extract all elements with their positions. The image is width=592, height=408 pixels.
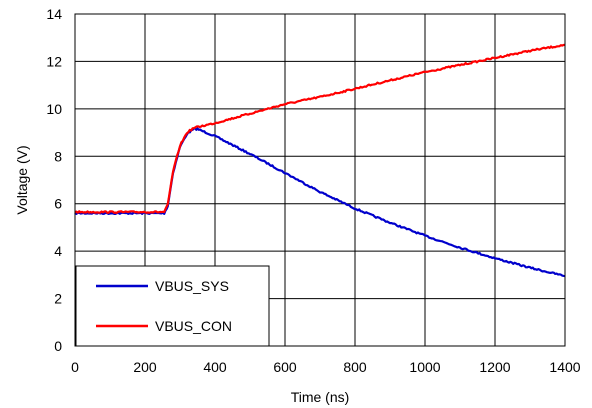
x-tick-label: 1200 <box>479 359 510 375</box>
y-axis-ticks: 0 2 4 6 8 10 12 14 <box>46 6 62 354</box>
x-tick-label: 800 <box>343 359 367 375</box>
y-tick-label: 12 <box>46 53 62 69</box>
plot-area-frame <box>74 13 566 347</box>
x-axis-title: Time (ns) <box>291 389 350 405</box>
series-line-vbus-sys <box>74 127 566 278</box>
legend-label-vbus-con: VBUS_CON <box>155 318 232 334</box>
grid <box>74 13 566 347</box>
x-tick-label: 200 <box>133 359 157 375</box>
series-line-vbus-con <box>74 43 566 214</box>
legend-label-vbus-sys: VBUS_SYS <box>155 278 229 294</box>
x-tick-label: 1400 <box>549 359 580 375</box>
series-lines <box>74 43 566 278</box>
y-tick-label: 6 <box>54 196 62 212</box>
y-tick-label: 0 <box>54 338 62 354</box>
y-tick-label: 10 <box>46 101 62 117</box>
y-tick-label: 14 <box>46 6 62 22</box>
y-axis-title: Voltage (V) <box>14 145 30 214</box>
x-axis-ticks: 0 200 400 600 800 1000 1200 1400 <box>71 359 581 375</box>
legend-box <box>75 265 270 347</box>
x-tick-label: 600 <box>273 359 297 375</box>
x-tick-label: 1000 <box>409 359 440 375</box>
x-tick-label: 0 <box>71 359 79 375</box>
y-tick-label: 2 <box>54 291 62 307</box>
y-tick-label: 8 <box>54 148 62 164</box>
y-tick-label: 4 <box>54 243 62 259</box>
x-tick-label: 400 <box>203 359 227 375</box>
legend: VBUS_SYS VBUS_CON <box>75 265 270 347</box>
